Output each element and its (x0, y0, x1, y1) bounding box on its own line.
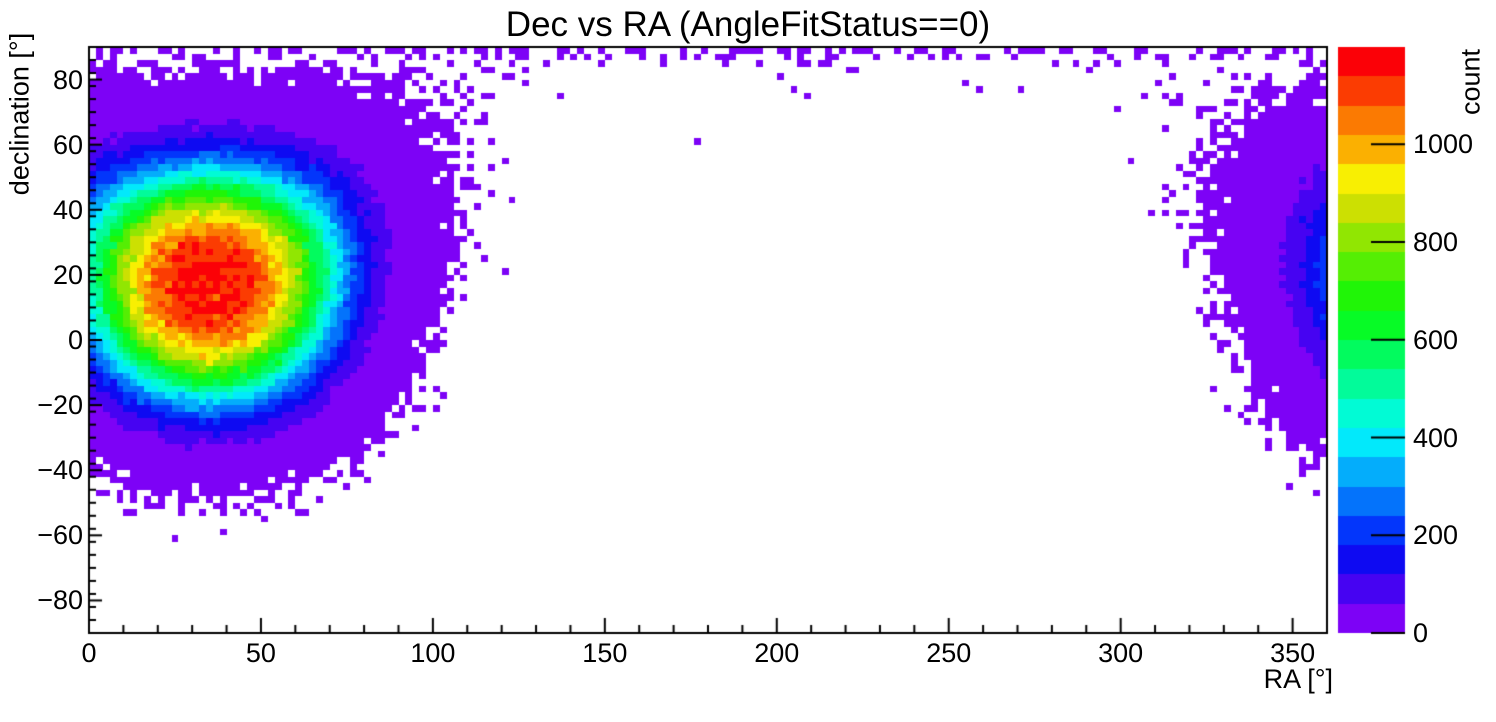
x-axis-title: RA [°] (1263, 664, 1333, 694)
x-tick-label-350: 350 (1270, 638, 1316, 668)
y-tick-label-60: 60 (52, 129, 83, 160)
x-tick-label-300: 300 (1098, 638, 1144, 668)
y-axis-title: declination [°] (4, 32, 35, 196)
x-tick-label-0: 0 (81, 638, 97, 668)
z-tick-label-1000: 1000 (1413, 129, 1474, 160)
z-tick-label-600: 600 (1413, 324, 1459, 355)
y-tick-label-−80: −80 (37, 585, 83, 616)
x-tick-label-50: 50 (245, 638, 276, 668)
y-tick-label-40: 40 (52, 194, 83, 225)
y-tick-label-−40: −40 (37, 455, 83, 486)
x-tick-label-100: 100 (410, 638, 456, 668)
y-tick-label-0: 0 (67, 325, 83, 355)
z-tick-label-200: 200 (1413, 520, 1459, 551)
y-tick-label-−20: −20 (37, 390, 83, 421)
z-tick-label-400: 400 (1413, 422, 1459, 453)
y-tick-label-−60: −60 (37, 520, 83, 551)
x-tick-label-150: 150 (582, 638, 628, 668)
x-tick-label-250: 250 (926, 638, 972, 668)
z-tick-label-800: 800 (1413, 227, 1459, 257)
y-tick-label-80: 80 (52, 64, 83, 95)
x-tick-label-200: 200 (754, 638, 800, 668)
y-tick-label-20: 20 (52, 259, 83, 290)
plot-title: Dec vs RA (AngleFitStatus==0) (505, 5, 991, 44)
z-axis-title: count (1455, 48, 1486, 116)
z-tick-label-0: 0 (1413, 618, 1429, 648)
